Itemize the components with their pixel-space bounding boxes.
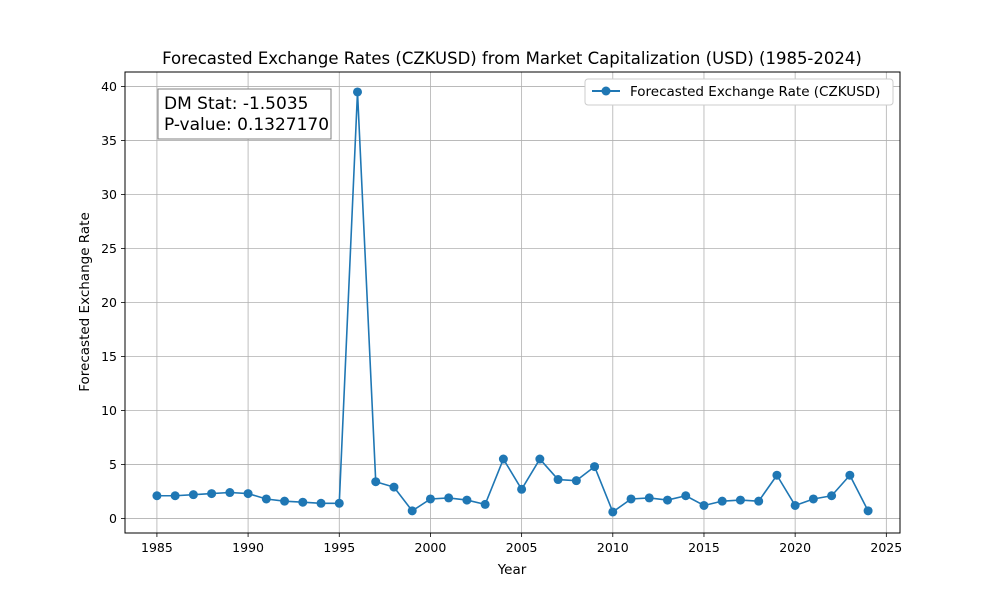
data-point: [207, 489, 217, 499]
x-tick-label: 2015: [688, 540, 720, 555]
x-tick-label: 2000: [415, 540, 447, 555]
chart-title: Forecasted Exchange Rates (CZKUSD) from …: [162, 49, 862, 68]
y-tick-label: 25: [101, 241, 117, 256]
data-point: [535, 454, 545, 464]
data-point: [498, 454, 508, 464]
y-tick-label: 30: [101, 187, 117, 202]
x-tick-label: 1985: [141, 540, 173, 555]
data-point: [371, 477, 381, 487]
data-point: [590, 462, 600, 472]
data-point: [735, 495, 745, 505]
data-point: [681, 491, 691, 501]
x-tick-label: 2020: [779, 540, 811, 555]
data-point: [644, 493, 654, 503]
series-line: [156, 91, 869, 513]
data-point: [845, 470, 855, 480]
data-point: [298, 497, 308, 507]
y-tick-label: 10: [101, 403, 117, 418]
y-axis-ticks: 0 5 10 15 20 25 30 35 40: [101, 79, 125, 526]
data-point: [517, 484, 527, 494]
data-point: [462, 495, 472, 505]
data-point: [863, 506, 873, 516]
data-point: [808, 494, 818, 504]
y-tick-label: 5: [109, 457, 117, 472]
stats-box-frame: [157, 88, 332, 140]
data-point: [571, 476, 581, 486]
stats-annotation-box: DM Stat: -1.5035 P-value: 0.1327170: [157, 88, 332, 140]
data-point: [827, 491, 837, 501]
data-point: [425, 494, 435, 504]
y-tick-label: 15: [101, 349, 117, 364]
data-point: [444, 493, 454, 503]
legend-marker-swatch: [601, 86, 611, 96]
data-point: [170, 491, 180, 501]
legend-frame: [584, 78, 894, 106]
data-point: [261, 494, 271, 504]
data-point: [772, 470, 782, 480]
p-value-text: P-value: 0.1327170: [164, 115, 329, 135]
data-point: [717, 496, 727, 506]
legend: Forecasted Exchange Rate (CZKUSD): [584, 78, 894, 106]
data-point: [225, 488, 235, 498]
x-axis-label: Year: [497, 562, 527, 578]
data-point: [188, 490, 198, 500]
x-axis-ticks: 1985 1990 1995 2000 2005 2010 2015 2020 2025: [141, 533, 902, 555]
data-point: [663, 495, 672, 505]
data-point: [790, 500, 800, 510]
data-point: [553, 475, 563, 485]
data-point: [626, 494, 636, 504]
data-point: [280, 496, 290, 506]
data-point: [353, 87, 362, 97]
x-tick-label: 1995: [323, 540, 355, 555]
y-axis-label: Forecasted Exchange Rate: [77, 212, 93, 392]
x-tick-label: 2010: [597, 540, 629, 555]
data-point: [699, 500, 709, 510]
legend-label: Forecasted Exchange Rate (CZKUSD): [630, 84, 880, 100]
data-point: [389, 482, 399, 492]
series-marker-layer: [152, 87, 873, 517]
data-point: [334, 498, 344, 508]
y-tick-label: 0: [109, 511, 117, 526]
data-point: [407, 506, 417, 516]
data-point: [152, 491, 162, 501]
y-tick-label: 40: [101, 79, 117, 94]
x-tick-label: 2025: [870, 540, 902, 555]
dm-stat-text: DM Stat: -1.5035: [164, 94, 308, 114]
data-point: [754, 496, 764, 506]
data-point: [243, 489, 253, 499]
y-tick-label: 35: [101, 133, 117, 148]
data-point: [608, 507, 618, 517]
grid: [125, 72, 900, 533]
series-line-layer: [156, 91, 869, 513]
y-tick-label: 20: [101, 295, 117, 310]
x-tick-label: 2005: [506, 540, 538, 555]
data-point: [480, 499, 490, 509]
x-tick-label: 1990: [232, 540, 264, 555]
data-point: [316, 498, 326, 508]
